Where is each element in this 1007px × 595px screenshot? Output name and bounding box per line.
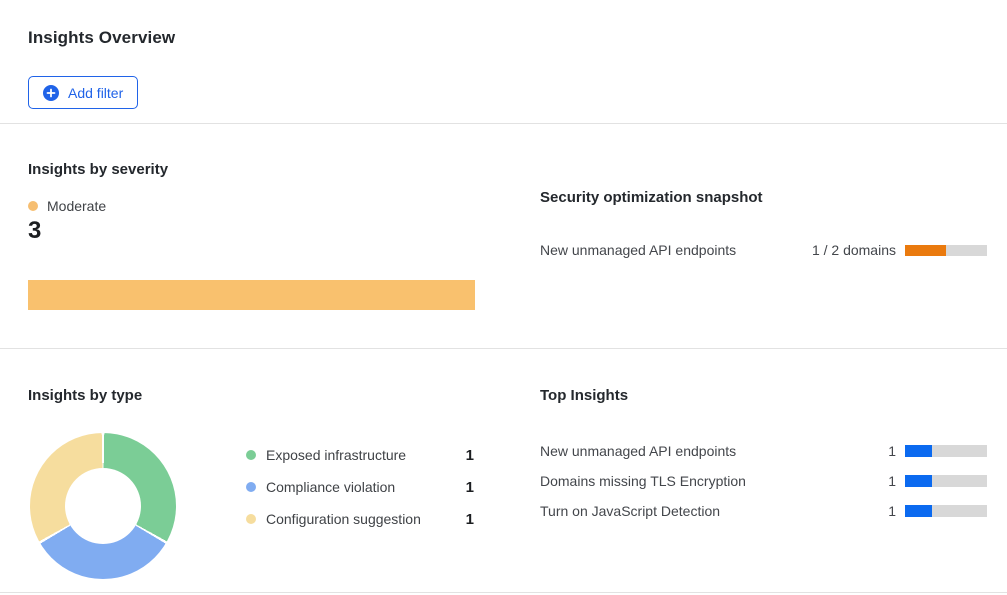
type-legend: Exposed infrastructure 1 Compliance viol… [246,445,474,579]
configuration-suggestion-label: Configuration suggestion [266,511,421,527]
insights-by-type-donut-chart [30,433,176,579]
add-filter-label: Add filter [68,84,124,101]
top-insights-list: New unmanaged API endpoints 1 Domains mi… [540,441,987,521]
top-insight-bar-fill [905,475,933,487]
type-legend-row-compliance-violation: Compliance violation 1 [246,477,474,497]
severity-bar-fill [28,280,475,310]
top-insight-bar-fill [905,505,933,517]
type-legend-row-exposed-infrastructure: Exposed infrastructure 1 [246,445,474,465]
insights-by-type-panel: Insights by type Exposed infrastructure … [28,360,475,579]
plus-circle-icon [43,84,59,101]
exposed-infrastructure-value: 1 [465,446,474,464]
top-insight-label: Turn on JavaScript Detection [540,503,721,519]
divider-middle [0,348,1007,349]
snapshot-row: New unmanaged API endpoints 1 / 2 domain… [540,242,987,258]
page-title: Insights Overview [28,28,176,47]
top-insight-value: 1 [888,503,896,519]
severity-count: 3 [28,217,42,244]
top-insight-value: 1 [888,473,896,489]
top-insights-panel: Top Insights New unmanaged API endpoints… [540,360,987,531]
severity-bar [28,280,475,310]
top-insight-label: Domains missing TLS Encryption [540,473,746,489]
type-panel-body: Exposed infrastructure 1 Compliance viol… [28,433,475,579]
exposed-infrastructure-label: Exposed infrastructure [266,447,407,463]
top-insight-row-domains-missing-tls-encryption: Domains missing TLS Encryption 1 [540,471,987,491]
snapshot-row-value: 1 / 2 domains [811,242,896,258]
severity-legend: Moderate [28,196,475,216]
security-optimization-snapshot-panel: Security optimization snapshot New unman… [540,140,987,258]
compliance-violation-value: 1 [465,478,474,496]
type-legend-row-configuration-suggestion: Configuration suggestion 1 [246,509,474,529]
compliance-violation-dot [246,482,256,492]
snapshot-row-label: New unmanaged API endpoints [540,242,737,258]
top-insight-label: New unmanaged API endpoints [540,443,737,459]
moderate-legend-label: Moderate [47,198,107,214]
type-panel-title: Insights by type [28,387,143,404]
configuration-suggestion-dot [246,514,256,524]
top-insight-bar [905,445,987,457]
insights-by-severity-panel: Insights by severity Moderate 3 [28,140,475,310]
divider-top [0,123,1007,124]
top-insight-bar-fill [905,445,933,457]
snapshot-progress-fill [905,244,946,256]
configuration-suggestion-value: 1 [465,510,474,528]
divider-bottom [0,592,1007,593]
moderate-legend-dot [28,201,38,211]
top-insights-title: Top Insights [540,387,629,404]
top-insight-bar [905,505,987,517]
top-insight-bar [905,475,987,487]
snapshot-progress-bar [905,244,987,256]
exposed-infrastructure-dot [246,450,256,460]
snapshot-panel-title: Security optimization snapshot [540,189,763,206]
top-insight-row-new-unmanaged-api-endpoints: New unmanaged API endpoints 1 [540,441,987,461]
compliance-violation-label: Compliance violation [266,479,396,495]
top-insight-value: 1 [888,443,896,459]
top-insight-row-turn-on-javascript-detection: Turn on JavaScript Detection 1 [540,501,987,521]
add-filter-button[interactable]: Add filter [28,76,139,109]
severity-panel-title: Insights by severity [28,161,169,178]
